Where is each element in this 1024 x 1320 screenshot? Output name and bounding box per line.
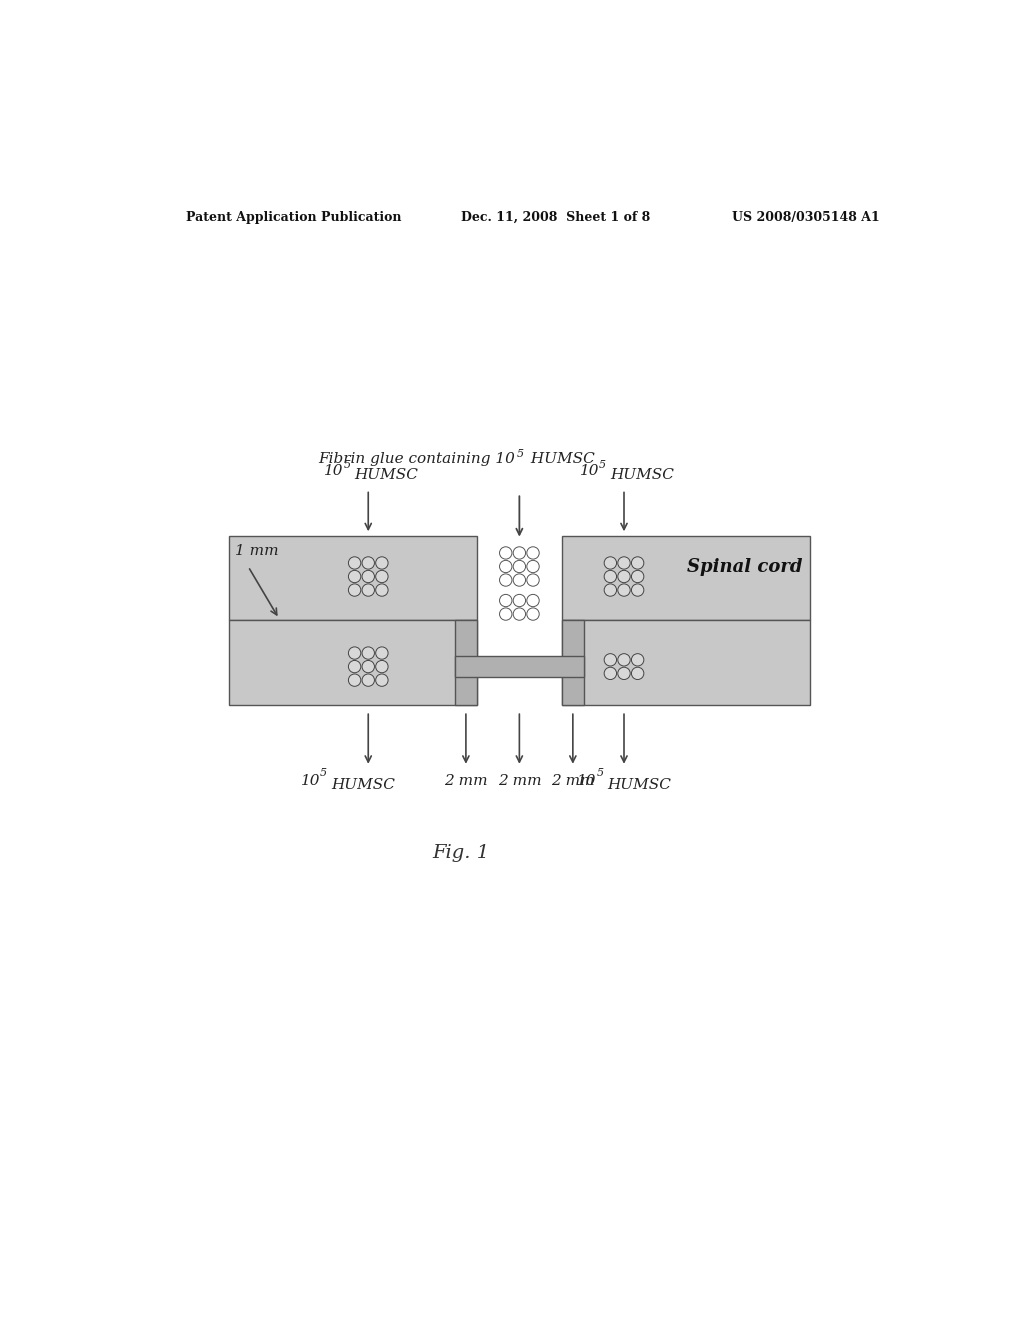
- Circle shape: [500, 594, 512, 607]
- Circle shape: [513, 546, 525, 560]
- Circle shape: [632, 653, 644, 667]
- Circle shape: [348, 570, 360, 582]
- Circle shape: [513, 560, 525, 573]
- Circle shape: [362, 660, 375, 673]
- Circle shape: [632, 667, 644, 680]
- Circle shape: [632, 583, 644, 597]
- Circle shape: [376, 647, 388, 659]
- Circle shape: [617, 583, 630, 597]
- Circle shape: [362, 570, 375, 582]
- Circle shape: [526, 609, 540, 620]
- Circle shape: [526, 546, 540, 560]
- Text: HUMSC: HUMSC: [331, 779, 395, 792]
- Text: HUMSC: HUMSC: [354, 467, 418, 482]
- Circle shape: [526, 594, 540, 607]
- Text: Dec. 11, 2008  Sheet 1 of 8: Dec. 11, 2008 Sheet 1 of 8: [461, 211, 650, 224]
- Circle shape: [376, 570, 388, 582]
- Text: 5: 5: [321, 768, 328, 779]
- Circle shape: [500, 546, 512, 560]
- Circle shape: [348, 647, 360, 659]
- Text: Fig. 1: Fig. 1: [433, 843, 489, 862]
- Text: 2 mm: 2 mm: [444, 775, 487, 788]
- Circle shape: [604, 557, 616, 569]
- Circle shape: [348, 675, 360, 686]
- Bar: [455, 620, 477, 705]
- Bar: [562, 620, 810, 705]
- Text: 10: 10: [324, 463, 343, 478]
- Text: Fibrin glue containing 10: Fibrin glue containing 10: [318, 453, 515, 466]
- Text: 10: 10: [580, 463, 599, 478]
- Text: Patent Application Publication: Patent Application Publication: [186, 211, 401, 224]
- Circle shape: [526, 574, 540, 586]
- Circle shape: [362, 647, 375, 659]
- Circle shape: [513, 574, 525, 586]
- Text: 10: 10: [301, 775, 321, 788]
- Circle shape: [348, 557, 360, 569]
- Text: 2 mm: 2 mm: [498, 775, 542, 788]
- Circle shape: [513, 609, 525, 620]
- Text: Spinal cord: Spinal cord: [687, 557, 802, 576]
- Circle shape: [617, 667, 630, 680]
- Circle shape: [604, 653, 616, 667]
- Circle shape: [617, 570, 630, 582]
- Circle shape: [376, 583, 388, 597]
- Text: HUMSC: HUMSC: [607, 779, 672, 792]
- Circle shape: [376, 557, 388, 569]
- Text: HUMSC: HUMSC: [525, 453, 594, 466]
- Circle shape: [376, 675, 388, 686]
- Circle shape: [500, 609, 512, 620]
- Circle shape: [632, 570, 644, 582]
- Circle shape: [617, 653, 630, 667]
- Circle shape: [604, 570, 616, 582]
- Bar: [562, 536, 810, 620]
- Bar: [228, 536, 477, 620]
- Circle shape: [617, 557, 630, 569]
- Text: 1 mm: 1 mm: [234, 544, 279, 558]
- Bar: [455, 656, 584, 677]
- Circle shape: [376, 660, 388, 673]
- Text: 2 mm: 2 mm: [551, 775, 595, 788]
- Circle shape: [632, 557, 644, 569]
- Circle shape: [513, 594, 525, 607]
- Text: 5: 5: [599, 461, 606, 470]
- Circle shape: [526, 560, 540, 573]
- Bar: [562, 620, 584, 705]
- Text: 5: 5: [343, 461, 350, 470]
- Text: 5: 5: [597, 768, 604, 779]
- Circle shape: [500, 560, 512, 573]
- Bar: [228, 620, 477, 705]
- Circle shape: [362, 557, 375, 569]
- Text: US 2008/0305148 A1: US 2008/0305148 A1: [732, 211, 880, 224]
- Circle shape: [500, 574, 512, 586]
- Text: HUMSC: HUMSC: [610, 467, 674, 482]
- Circle shape: [362, 675, 375, 686]
- Circle shape: [362, 583, 375, 597]
- Circle shape: [604, 667, 616, 680]
- Circle shape: [604, 583, 616, 597]
- Circle shape: [348, 583, 360, 597]
- Text: 5: 5: [516, 449, 523, 459]
- Circle shape: [348, 660, 360, 673]
- Text: 10: 10: [578, 775, 597, 788]
